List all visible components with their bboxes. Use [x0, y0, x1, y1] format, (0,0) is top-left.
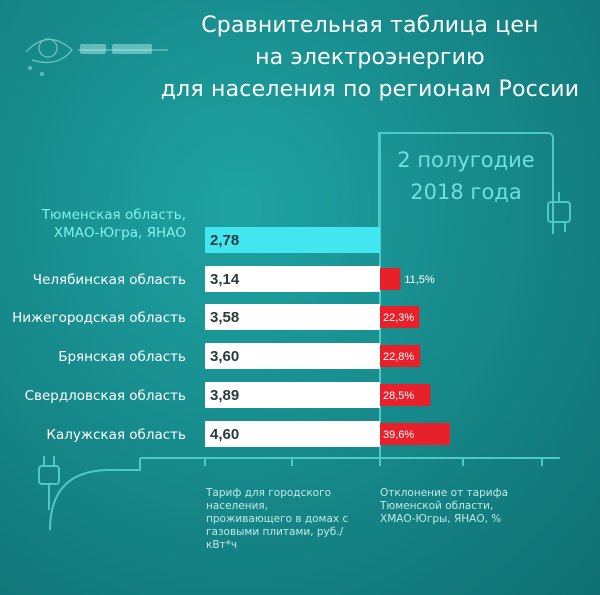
bar: [205, 227, 380, 253]
right-axis-caption: Отклонение от тарифа Тюменской области, …: [380, 487, 508, 525]
category-label: Нижегородская область: [12, 310, 186, 326]
cord-line: [49, 458, 141, 531]
category-label: Тюменская область, ХМАО-Югра, ЯНАО: [41, 207, 186, 241]
deviation-bar: [380, 423, 450, 445]
bar-value-label: 3,14: [210, 271, 240, 288]
left-axis-caption: Тариф для городского населения, проживаю…: [206, 487, 349, 551]
bar: [205, 266, 380, 292]
deviation-value-label: 22,8%: [383, 351, 414, 363]
bar: [205, 421, 380, 447]
period-label: 2 полугодие 2018 года: [386, 144, 546, 208]
title-line: на электроэнергию: [255, 45, 485, 70]
deviation-value-label: 11,5%: [404, 274, 435, 286]
bar: [205, 382, 380, 408]
title-line: для населения по регионам России: [160, 77, 580, 102]
deviation-value-label: 22,3%: [383, 312, 414, 324]
category-label-line: ХМАО-Югра, ЯНАО: [54, 225, 186, 241]
bar: [205, 343, 380, 369]
bar-value-label: 4,60: [210, 426, 239, 443]
bar-value-label: 3,58: [210, 309, 239, 326]
category-label: Свердловская область: [25, 388, 186, 404]
title-line: Сравнительная таблица цен: [201, 13, 539, 38]
bar-value-label: 3,89: [210, 387, 239, 404]
bar-value-label: 3,60: [210, 348, 239, 365]
deviation-bar: [380, 268, 401, 290]
plug-icon: [547, 192, 571, 232]
deviation-value-label: 39,6%: [383, 429, 414, 441]
bar-value-label: 2,78: [210, 232, 239, 249]
bar: [205, 304, 380, 330]
deviation-bar: [380, 306, 420, 328]
period-line: 2018 года: [410, 180, 522, 204]
deviation-bar: [380, 345, 421, 367]
chart-title: Сравнительная таблица цен на электроэнер…: [150, 10, 590, 106]
deviation-bar: [380, 384, 431, 406]
deviation-value-label: 28,5%: [383, 390, 414, 402]
category-label: Калужская область: [46, 427, 186, 443]
logo: [25, 38, 168, 76]
category-label: Брянская область: [58, 349, 186, 365]
category-label: Челябинская область: [33, 272, 186, 288]
plug-icon: [38, 456, 60, 510]
category-label-line: Тюменская область,: [41, 207, 186, 223]
period-line: 2 полугодие: [397, 148, 535, 172]
